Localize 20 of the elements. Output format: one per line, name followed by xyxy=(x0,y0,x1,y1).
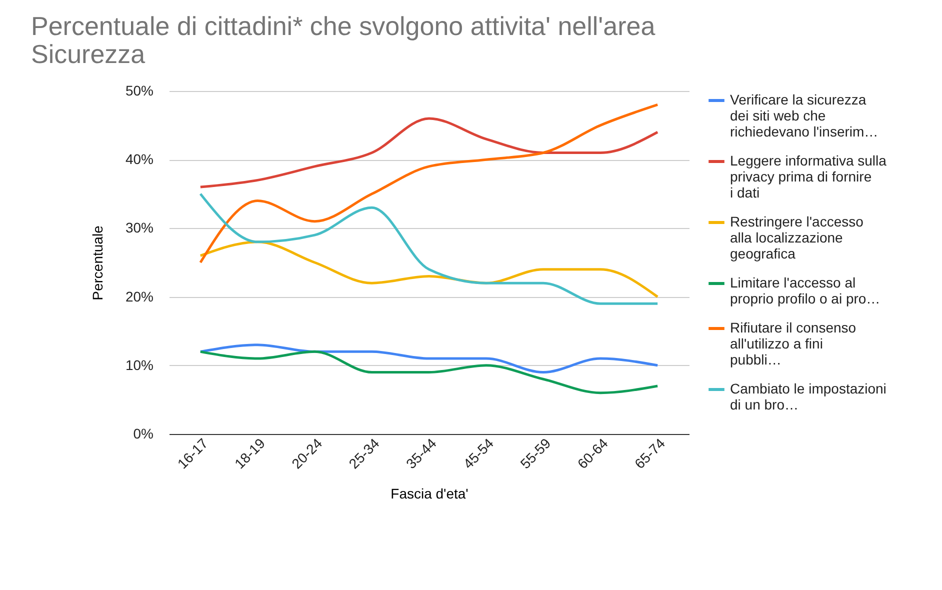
y-tick-label: 40% xyxy=(125,151,154,168)
x-axis-title: Fascia d'eta' xyxy=(390,486,468,502)
line-series xyxy=(199,103,659,264)
legend-label: Rifiutare il consenso all'utilizzo a fini pubbli… xyxy=(730,320,856,368)
legend-label: Limitare l'accesso al proprio profilo o ai pro… xyxy=(730,274,880,306)
legend-label: Leggere informativa sulla privacy prima di fornire i dati xyxy=(730,152,887,200)
line-series xyxy=(199,350,659,394)
y-tick-label: 50% xyxy=(125,82,154,98)
legend-label: Restringere l'accesso alla localizzazione geografica xyxy=(730,214,864,262)
y-axis-title: Percentuale xyxy=(89,225,106,300)
legend-label: Cambiato le impostazioni di un bro… xyxy=(730,380,886,412)
line-series xyxy=(199,344,659,374)
line-series xyxy=(199,192,659,305)
y-tick-label: 30% xyxy=(125,220,154,236)
chart-title: Percentuale di cittadini* che svolgono attivita' nell'area Sicurezza xyxy=(30,11,656,69)
y-tick-label: 0% xyxy=(133,426,154,442)
y-tick-label: 20% xyxy=(125,288,154,304)
y-tick-label: 10% xyxy=(125,356,154,373)
line-series xyxy=(199,117,659,188)
legend-label: Verificare la sicurezza dei siti web che richiedevano l'inserim… xyxy=(730,92,878,140)
